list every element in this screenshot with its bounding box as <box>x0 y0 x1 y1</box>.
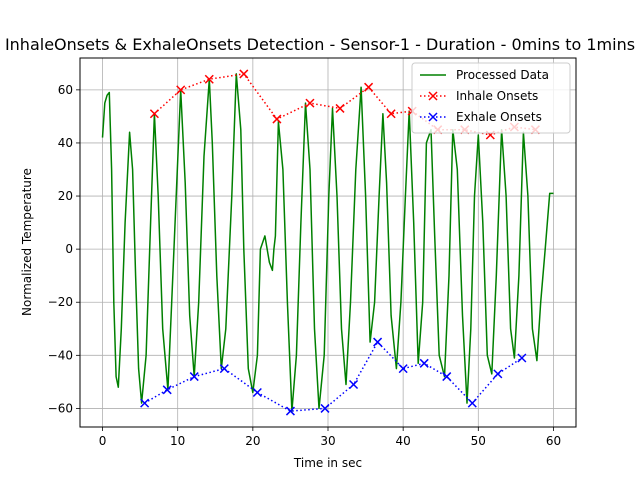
exhale-onsets-point <box>320 403 330 413</box>
x-tick-label: 30 <box>320 434 335 448</box>
inhale-onsets-point <box>386 109 396 119</box>
x-tick-label: 50 <box>471 434 486 448</box>
y-tick-label: 60 <box>58 83 73 97</box>
x-axis: 0 10 20 30 40 50 60 <box>99 427 561 448</box>
exhale-onsets-point <box>442 372 452 382</box>
y-tick-label: 40 <box>58 136 73 150</box>
inhale-onsets-point <box>335 103 345 113</box>
y-axis: −60 −40 −20 0 20 40 60 <box>48 83 80 415</box>
legend-label-processed-data: Processed Data <box>456 68 549 82</box>
exhale-onsets-point <box>219 364 229 374</box>
legend-label-inhale-onsets: Inhale Onsets <box>456 89 538 103</box>
exhale-onsets-point <box>467 398 477 408</box>
x-tick-label: 40 <box>396 434 411 448</box>
x-tick-label: 0 <box>99 434 107 448</box>
chart-title: InhaleOnsets & ExhaleOnsets Detection - … <box>5 35 635 54</box>
legend: Processed Data Inhale Onsets Exhale Onsets <box>411 62 571 134</box>
inhale-onsets-point <box>204 74 214 84</box>
y-tick-label: −60 <box>48 401 73 415</box>
exhale-onsets-point <box>140 398 150 408</box>
x-tick-label: 10 <box>170 434 185 448</box>
legend-label-exhale-onsets: Exhale Onsets <box>456 110 542 124</box>
legend-marker-exhale-onsets <box>428 112 438 122</box>
legend-box <box>411 62 571 134</box>
exhale-onsets-line <box>144 341 523 412</box>
inhale-onsets-point <box>176 85 186 95</box>
inhale-onsets-point <box>239 69 249 79</box>
exhale-onsets-point <box>517 353 527 363</box>
y-axis-label: Normalized Temperature <box>20 168 34 316</box>
y-tick-label: 0 <box>65 242 73 256</box>
exhale-onsets-point <box>398 364 408 374</box>
inhale-onsets-point <box>272 114 282 124</box>
inhale-onsets-point <box>305 98 315 108</box>
y-tick-label: −40 <box>48 348 73 362</box>
x-tick-label: 60 <box>546 434 561 448</box>
legend-marker-inhale-onsets <box>428 91 438 101</box>
inhale-onsets-point <box>364 82 374 92</box>
exhale-onsets-point <box>349 379 359 390</box>
exhale-onsets-point <box>162 385 172 395</box>
x-axis-label: Time in sec <box>293 456 362 470</box>
exhale-onsets-point <box>373 337 383 347</box>
inhale-onsets-point <box>149 109 159 119</box>
y-tick-label: −20 <box>48 295 73 309</box>
exhale-onsets-point <box>189 372 199 382</box>
processed-data-line <box>101 73 554 412</box>
exhale-onsets-point <box>493 369 503 379</box>
exhale-onsets-point <box>285 406 295 416</box>
exhale-onsets-point <box>419 358 429 368</box>
y-tick-label: 20 <box>58 189 73 203</box>
exhale-onsets-point <box>252 387 262 398</box>
x-tick-label: 20 <box>245 434 260 448</box>
